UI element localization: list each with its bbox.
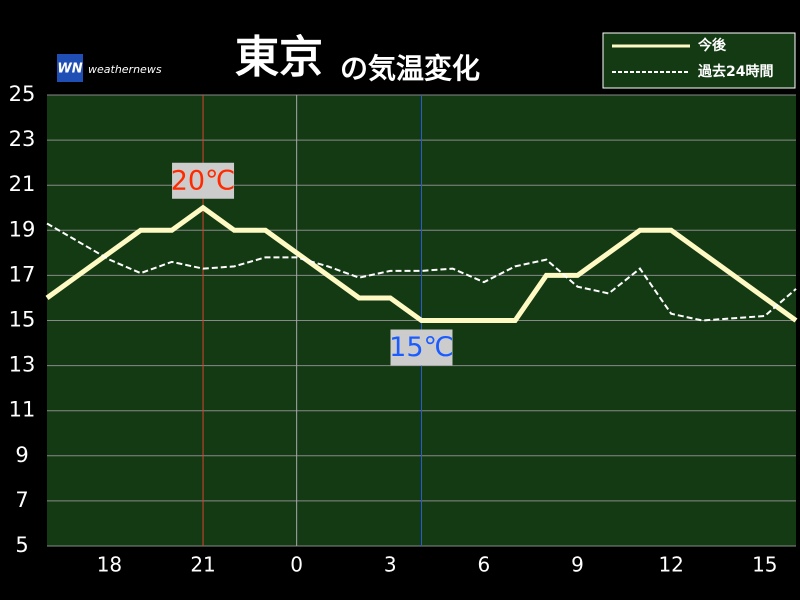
annotation-label: 20℃ — [171, 165, 236, 196]
annotation-label: 15℃ — [389, 332, 454, 363]
y-tick-label: 13 — [9, 353, 36, 377]
y-tick-label: 9 — [15, 443, 28, 467]
series-line — [45, 204, 798, 323]
legend-label: 過去24時間 — [697, 63, 773, 80]
y-tick-label: 25 — [9, 82, 36, 106]
logo-box — [57, 54, 83, 82]
y-tick-label: 7 — [15, 488, 28, 512]
logo: WN — [57, 62, 82, 77]
y-tick-label: 19 — [9, 217, 36, 241]
x-tick-label: 12 — [658, 553, 683, 577]
chart-subtitle: の気温変化 — [340, 52, 480, 85]
legend — [602, 32, 796, 89]
y-tick-label: 21 — [9, 172, 36, 196]
chart-title: 東京 — [235, 32, 323, 83]
x-tick-label: 6 — [478, 553, 491, 577]
series-line — [46, 222, 797, 322]
y-tick-label: 5 — [15, 533, 28, 557]
y-tick-label: 15 — [9, 308, 36, 332]
x-tick-label: 18 — [97, 553, 122, 577]
x-tick-label: 21 — [190, 553, 215, 577]
x-tick-label: 9 — [571, 553, 584, 577]
y-tick-label: 11 — [9, 398, 36, 422]
brand: weathernews — [88, 63, 162, 76]
y-tick-label: 17 — [9, 262, 36, 286]
x-tick-label: 15 — [752, 553, 777, 577]
x-tick-label: 3 — [384, 553, 397, 577]
annotation-box — [172, 162, 235, 199]
legend-label: 今後 — [697, 37, 727, 54]
annotation-box — [390, 329, 453, 366]
y-tick-label: 23 — [9, 127, 36, 151]
x-tick-label: 0 — [290, 553, 303, 577]
